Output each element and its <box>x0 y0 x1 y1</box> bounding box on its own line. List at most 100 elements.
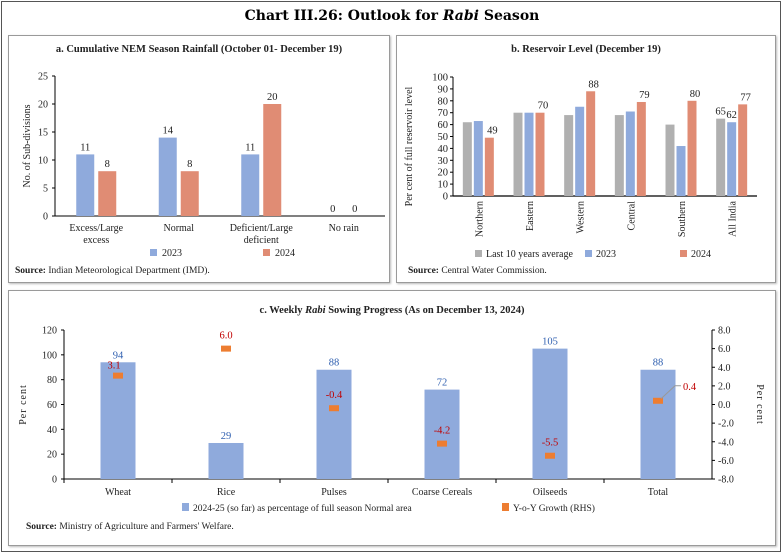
bar-Last 10 years average <box>716 118 726 196</box>
y-tick-label: 10 <box>438 180 449 191</box>
y2-axis-label: Per cent <box>754 384 765 425</box>
data-label: 65 <box>715 107 726 118</box>
marker-yoy <box>653 397 663 404</box>
legend-swatch <box>475 250 482 257</box>
y2-tick-label: -8.0 <box>718 475 734 486</box>
bar-2023 <box>625 111 635 196</box>
y-tick-label: 40 <box>438 144 449 155</box>
bar-2023 <box>524 112 534 196</box>
y-tick-label: 80 <box>438 96 449 107</box>
y-tick-label: 70 <box>438 108 449 119</box>
bar-2023 <box>473 121 483 196</box>
y-tick-label: 0 <box>43 212 48 223</box>
data-label: 79 <box>639 90 650 101</box>
y-tick-label: 0 <box>443 192 448 203</box>
bar-2023 <box>76 154 95 216</box>
data-label: 49 <box>487 126 498 137</box>
panel-b <box>396 35 776 283</box>
yoy-data-label: 0.4 <box>683 382 697 393</box>
source-line: Source: Ministry of Agriculture and Farm… <box>26 521 234 532</box>
legend-label: 2023 <box>596 249 616 260</box>
y2-tick-label: 2.0 <box>718 381 731 392</box>
y-tick-label: 120 <box>42 326 57 337</box>
legend-swatch <box>182 503 189 511</box>
bar-2023 <box>241 154 260 216</box>
source-line: Source: Indian Meteorological Department… <box>15 265 210 276</box>
legend-swatch <box>680 250 687 257</box>
y-tick-label: 100 <box>42 350 57 361</box>
bar-2023 <box>158 137 177 216</box>
y-tick-label: 20 <box>47 450 57 461</box>
yoy-data-label: -4.2 <box>434 426 451 437</box>
panel-c-title-part: Rabi <box>304 305 326 316</box>
x-tick-label: Coarse Cereals <box>412 487 472 498</box>
legend-swatch <box>263 249 270 256</box>
y-tick-label: 60 <box>47 400 57 411</box>
marker-yoy <box>437 440 447 447</box>
yoy-data-label: -5.5 <box>542 438 559 449</box>
bar-2024 <box>687 100 697 196</box>
panel-c-title-part: Sowing Progress (As on December 13, 2024… <box>326 305 525 316</box>
x-tick-label: Southern <box>677 201 688 237</box>
bar-2024 <box>535 112 545 196</box>
source-label: Source: <box>15 266 46 276</box>
bar-2023 <box>676 146 686 196</box>
data-label: 88 <box>588 79 599 90</box>
bar-Last 10 years average <box>665 124 675 196</box>
marker-yoy <box>545 452 555 459</box>
x-tick-label: Eastern <box>525 201 536 231</box>
legend-swatch <box>585 250 592 257</box>
bar-2024 <box>180 171 199 216</box>
y2-tick-label: 4.0 <box>718 363 731 374</box>
legend-label: 2023 <box>162 248 182 259</box>
source-label: Source: <box>26 522 57 532</box>
data-label: 0 <box>330 204 335 215</box>
bar-data-label: 105 <box>542 337 558 348</box>
y-tick-label: 80 <box>47 375 57 386</box>
x-tick-label: Western <box>576 201 587 234</box>
data-label: 77 <box>740 92 751 103</box>
x-tick-label: Excess/Large <box>69 223 123 234</box>
x-tick-label: Rice <box>217 487 236 498</box>
yoy-data-label: 3.1 <box>107 361 120 372</box>
legend-label: Y-o-Y Growth (RHS) <box>513 503 595 514</box>
y2-tick-label: 6.0 <box>718 344 731 355</box>
data-label: 80 <box>690 89 701 100</box>
x-tick-label: excess <box>83 235 109 246</box>
bar-Last 10 years average <box>462 122 472 196</box>
y-tick-label: 25 <box>38 72 48 83</box>
legend-label: 2024-25 (so far) as percentage of full s… <box>193 503 412 514</box>
bar-Last 10 years average <box>513 112 523 196</box>
y-tick-label: 50 <box>438 132 449 143</box>
legend-label: 2024 <box>691 249 711 260</box>
x-tick-label: Northern <box>474 201 485 237</box>
y-tick-label: 10 <box>38 156 48 167</box>
source-text: Ministry of Agriculture and Farmers' Wel… <box>57 521 234 532</box>
bar-2024 <box>738 104 748 196</box>
yoy-data-label: 6.0 <box>219 331 232 342</box>
y-tick-label: 0 <box>52 475 57 486</box>
bar-data-label: 88 <box>329 358 340 369</box>
panel-a <box>8 35 390 283</box>
bar-sowing <box>100 362 136 479</box>
main-title: Chart III.26: Outlook for Rabi Season <box>0 8 784 24</box>
bar-2023 <box>575 106 585 196</box>
data-label: 8 <box>105 159 110 170</box>
data-label: 0 <box>352 204 357 215</box>
bar-2024 <box>484 137 494 196</box>
y-tick-label: 20 <box>38 100 48 111</box>
source-text: Indian Meteorological Department (IMD). <box>46 265 210 276</box>
x-tick-label: Oilseeds <box>533 487 568 498</box>
bar-sowing <box>424 389 460 479</box>
bar-data-label: 88 <box>653 358 664 369</box>
marker-yoy <box>113 372 123 379</box>
data-label: 11 <box>80 142 90 153</box>
marker-yoy <box>221 345 231 352</box>
y-tick-label: 60 <box>438 120 449 131</box>
data-label: 11 <box>245 142 255 153</box>
bar-2023 <box>727 122 737 196</box>
bar-2024 <box>636 101 646 196</box>
data-label: 70 <box>538 101 549 112</box>
